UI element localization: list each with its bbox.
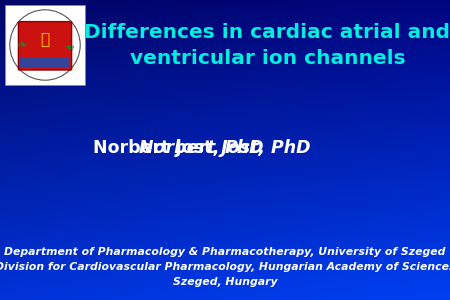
Text: Szeged, Hungary: Szeged, Hungary bbox=[173, 277, 277, 287]
Bar bbox=[5, 5, 85, 85]
Text: Division for Cardiovascular Pharmacology, Hungarian Academy of Sciences: Division for Cardiovascular Pharmacology… bbox=[0, 262, 450, 272]
Text: 🦁: 🦁 bbox=[40, 32, 50, 47]
Text: Differences in cardiac atrial and: Differences in cardiac atrial and bbox=[85, 22, 450, 41]
Text: ❧: ❧ bbox=[16, 38, 26, 52]
Text: Norbert Jost,: Norbert Jost, bbox=[93, 139, 225, 157]
Text: ventricular ion channels: ventricular ion channels bbox=[130, 49, 405, 68]
Text: Norbert Jost, PhD: Norbert Jost, PhD bbox=[139, 139, 311, 157]
Bar bbox=[20, 58, 70, 68]
FancyBboxPatch shape bbox=[18, 22, 72, 70]
Text: Department of Pharmacology & Pharmacotherapy, University of Szeged: Department of Pharmacology & Pharmacothe… bbox=[4, 247, 446, 257]
Text: ❧: ❧ bbox=[64, 38, 74, 52]
Text: PhD: PhD bbox=[225, 139, 265, 157]
